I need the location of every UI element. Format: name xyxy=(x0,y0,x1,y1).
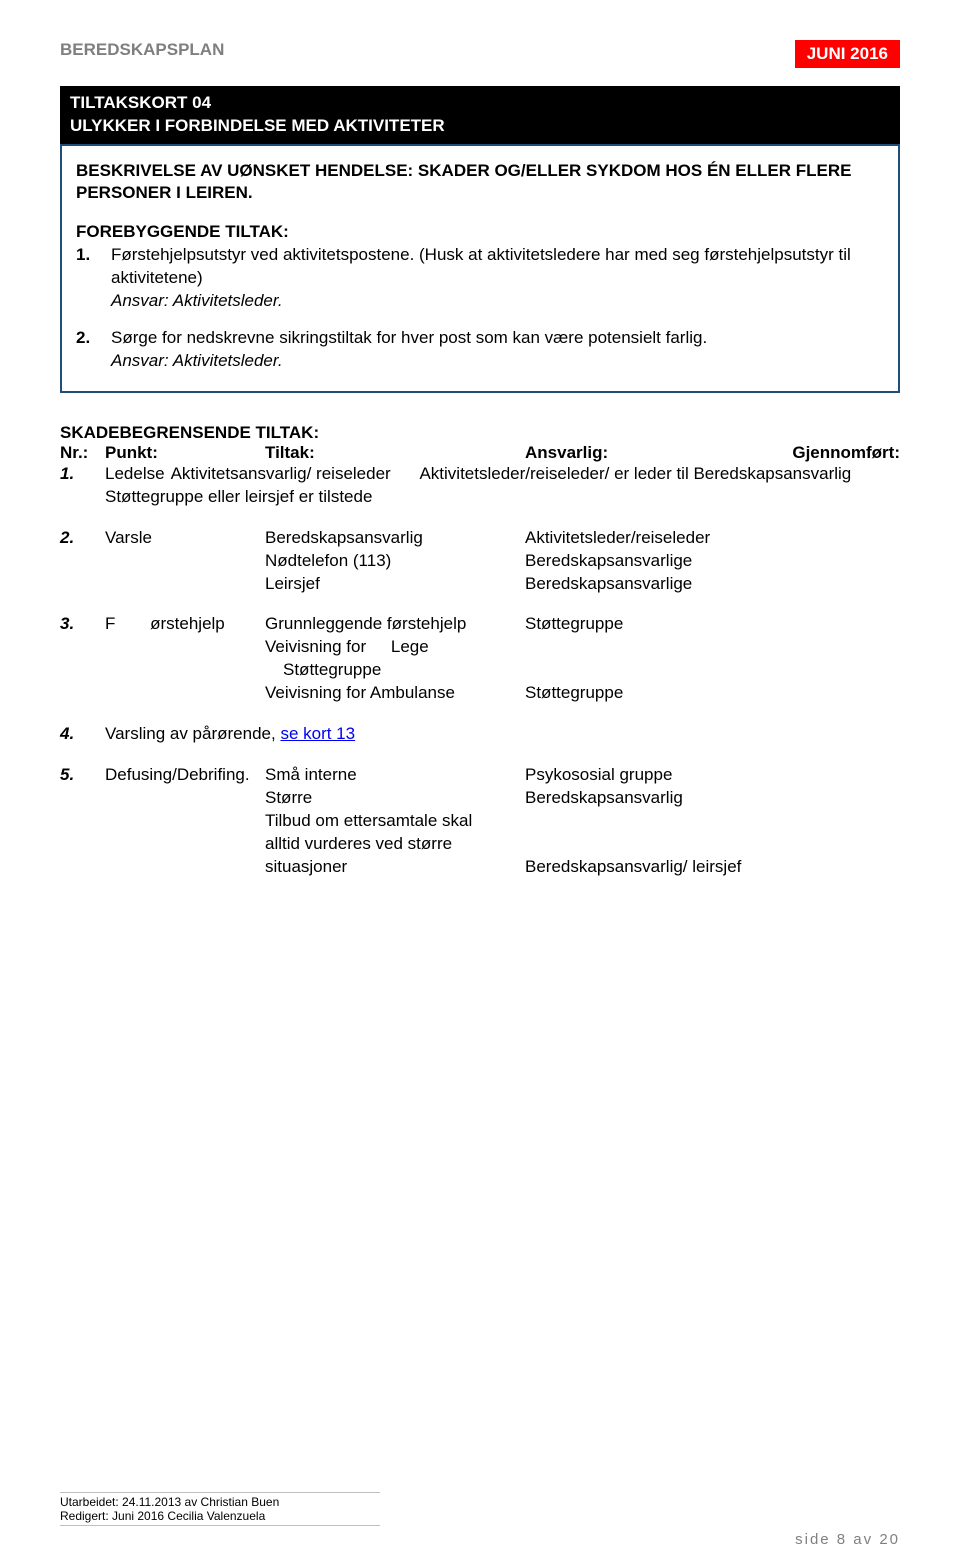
entry-3: 3. F ørstehjelp Grunnleggende førstehjel… xyxy=(60,613,900,705)
col-gjennomfort: Gjennomført: xyxy=(765,443,900,463)
entry-tiltak: Veivisning for Ambulanse xyxy=(265,682,525,705)
entry-punkt: Varsle xyxy=(105,527,265,550)
item-ansvar: Ansvar: Aktivitetsleder. xyxy=(111,351,283,370)
footer-line2: Redigert: Juni 2016 Cecilia Valenzuela xyxy=(60,1509,380,1523)
col-ansvarlig: Ansvarlig: xyxy=(525,443,765,463)
preventive-item: 2. Sørge for nedskrevne sikringstiltak f… xyxy=(76,327,884,373)
item-text: Førstehjelpsutstyr ved aktivitetspostene… xyxy=(111,245,851,287)
entry-num: 3. xyxy=(60,613,105,636)
entry-tiltak: Grunnleggende førstehjelp xyxy=(265,613,525,636)
preventive-title: FOREBYGGENDE TILTAK: xyxy=(76,222,884,242)
entry-1: 1. Ledelse Aktivitetsansvarlig/ reiselede… xyxy=(60,463,900,509)
entry-ansvarlig: Aktivitetsleder/reiseleder xyxy=(525,527,710,550)
entry-punkt: Ledelse xyxy=(105,464,165,483)
event-description: BESKRIVELSE AV UØNSKET HENDELSE: SKADER … xyxy=(76,160,884,204)
entry-2: 2. Varsle Beredskapsansvarlig Aktivitets… xyxy=(60,527,900,596)
entry-ansvarlig: Beredskapsansvarlig/ leirsjef xyxy=(525,856,741,879)
forebyggende-box: BESKRIVELSE AV UØNSKET HENDELSE: SKADER … xyxy=(60,144,900,393)
item-text: Sørge for nedskrevne sikringstiltak for … xyxy=(111,328,707,347)
entry-tiltak: Beredskapsansvarlig xyxy=(265,527,525,550)
entry-5: 5. Defusing/Debrifing. Små interne Psyko… xyxy=(60,764,900,879)
col-nr: Nr.: xyxy=(60,443,105,463)
entry-ansvarlig: Beredskapsansvarlige xyxy=(525,573,692,596)
preventive-item: 1. Førstehjelpsutstyr ved aktivitetspost… xyxy=(76,244,884,313)
footer-provenance: Utarbeidet: 24.11.2013 av Christian Buen… xyxy=(60,1492,380,1526)
entry-ansvarlig: Beredskapsansvarlige xyxy=(525,550,692,573)
entry-punkt: Defusing/Debrifing. xyxy=(105,764,265,787)
item-number: 1. xyxy=(76,244,111,313)
tiltakskort-header: TILTAKSKORT 04 ULYKKER I FORBINDELSE MED… xyxy=(60,86,900,144)
entry-ansvarlig: Støttegruppe xyxy=(525,682,623,705)
entry-num: 5. xyxy=(60,764,105,787)
entry-text: Varsling av pårørende, se kort 13 xyxy=(105,723,355,746)
entry-punkt: F ørstehjelp xyxy=(105,613,265,636)
entry-tiltak: Nødtelefon (113) xyxy=(265,550,525,573)
col-tiltak: Tiltak: xyxy=(265,443,525,463)
item-body: Sørge for nedskrevne sikringstiltak for … xyxy=(111,327,884,373)
entry-line2: Støttegruppe eller leirsjef er tilstede xyxy=(105,486,372,509)
entry-tiltak: Tilbud om ettersamtale skal xyxy=(265,810,525,833)
entry-4: 4. Varsling av pårørende, se kort 13 xyxy=(60,723,900,746)
entry-ansvarlig: Støttegruppe xyxy=(525,613,623,636)
page: BEREDSKAPSPLAN JUNI 2016 TILTAKSKORT 04 … xyxy=(0,0,960,1562)
col-punkt: Punkt: xyxy=(105,443,265,463)
entry-tiltak: Små interne xyxy=(265,764,525,787)
document-title: BEREDSKAPSPLAN xyxy=(60,40,224,60)
column-headers: Nr.: Punkt: Tiltak: Ansvarlig: Gjennomfø… xyxy=(60,443,900,463)
entry-tiltak: Veivisning for Lege Støttegruppe xyxy=(265,636,525,682)
entry-tiltak: situasjoner xyxy=(265,856,525,879)
entry-content: Ledelse Aktivitetsansvarlig/ reiseleder A… xyxy=(105,463,900,486)
entry-rest: Aktivitetsansvarlig/ reiseleder xyxy=(171,464,391,483)
header-row: BEREDSKAPSPLAN JUNI 2016 xyxy=(60,40,900,68)
page-number: side 8 av 20 xyxy=(795,1531,900,1548)
footer-line1: Utarbeidet: 24.11.2013 av Christian Buen xyxy=(60,1495,380,1509)
link-kort13[interactable]: se kort 13 xyxy=(280,724,355,743)
entry-num: 1. xyxy=(60,463,105,486)
tiltakskort-number: TILTAKSKORT 04 xyxy=(70,92,890,115)
entry-num: 4. xyxy=(60,723,105,746)
entry-num: 2. xyxy=(60,527,105,550)
item-number: 2. xyxy=(76,327,111,373)
item-body: Førstehjelpsutstyr ved aktivitetspostene… xyxy=(111,244,884,313)
entry-ansvarlig: Beredskapsansvarlig xyxy=(525,787,683,810)
tiltakskort-title: ULYKKER I FORBINDELSE MED AKTIVITETER xyxy=(70,115,890,138)
skadebegrensende-title: SKADEBEGRENSENDE TILTAK: xyxy=(60,423,900,443)
date-badge: JUNI 2016 xyxy=(795,40,900,68)
entry-tiltak: Større xyxy=(265,787,525,810)
entry-tiltak: alltid vurderes ved større xyxy=(265,833,525,856)
entry-ansvarlig: Psykososial gruppe xyxy=(525,764,672,787)
item-ansvar: Ansvar: Aktivitetsleder. xyxy=(111,291,283,310)
entry-tiltak: Leirsjef xyxy=(265,573,525,596)
entry-tiltak: Aktivitetsleder/reiseleder/ er leder til… xyxy=(419,464,851,483)
